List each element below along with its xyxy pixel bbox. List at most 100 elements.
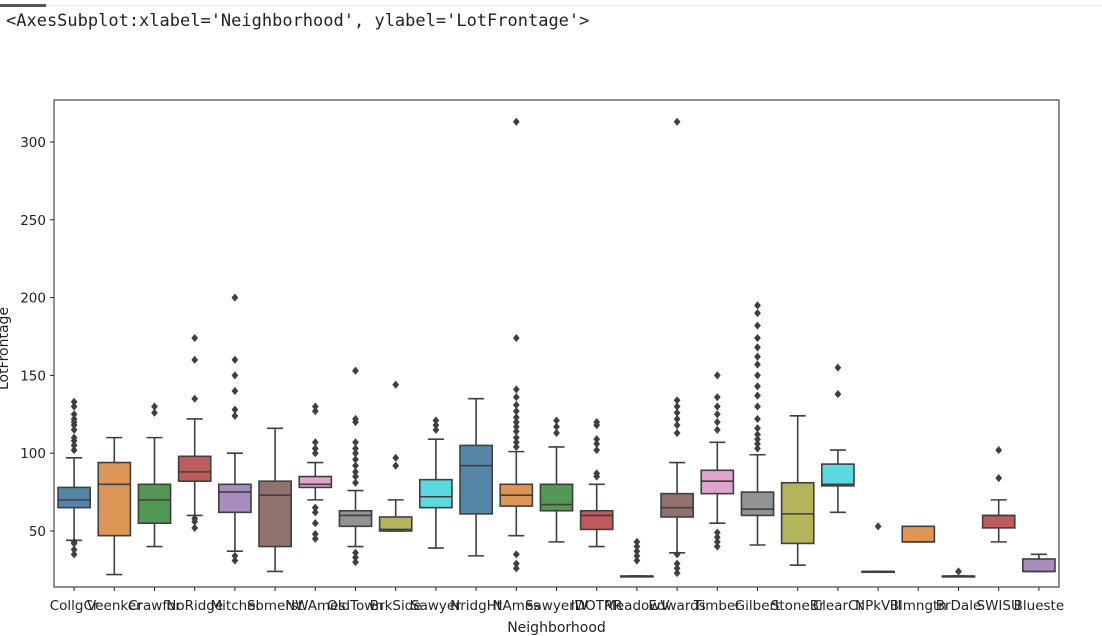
- outlier-point-collgcr: [70, 550, 78, 559]
- outlier-point-names: [512, 438, 520, 447]
- outlier-point-collgcr: [70, 433, 78, 442]
- outlier-point-nwames: [311, 534, 319, 543]
- box-mitchel: [218, 483, 252, 514]
- x-axis-label: Neighborhood: [507, 620, 606, 636]
- outlier-point-idotrr: [593, 435, 601, 444]
- outlier-point-names: [512, 559, 520, 568]
- outlier-point-nwames: [311, 402, 319, 411]
- outlier-point-sawyer: [432, 416, 440, 425]
- outlier-point-collgcr: [70, 425, 78, 434]
- x-tick-label-sawyer: Sawyer: [411, 598, 461, 614]
- outlier-point-nwames: [311, 449, 319, 458]
- outlier-point-idotrr: [593, 469, 601, 478]
- outlier-point-mitchel: [231, 411, 239, 420]
- outlier-point-gilbert: [754, 444, 761, 453]
- outlier-point-oldtown: [352, 366, 359, 375]
- outlier-point-names: [512, 550, 520, 559]
- outlier-point-gilbert: [754, 321, 761, 330]
- outlier-point-collgcr: [70, 402, 78, 411]
- outlier-point-edwards: [673, 402, 681, 411]
- box-oldtown: [338, 509, 373, 528]
- x-tick-label-collgcr: CollgCr: [50, 598, 99, 614]
- x-tick-label-crawfor: Crawfor: [128, 598, 181, 614]
- outlier-point-edwards: [673, 421, 681, 430]
- outlier-point-mitchel: [231, 293, 239, 302]
- outlier-point-timber: [713, 402, 721, 411]
- outlier-point-nwames: [311, 407, 319, 416]
- cell-top-rule: [0, 5, 1102, 6]
- outlier-point-collgcr: [70, 545, 78, 554]
- box-nwames: [298, 475, 333, 489]
- outlier-point-names: [512, 418, 520, 427]
- outlier-point-noridge: [191, 355, 199, 364]
- outlier-point-names: [512, 400, 520, 410]
- outlier-point-idotrr: [593, 439, 601, 448]
- x-tick-label-blueste: Blueste: [1014, 598, 1065, 614]
- outlier-point-idotrr: [593, 446, 601, 455]
- box-swisu: [981, 514, 1016, 529]
- outlier-point-brkside: [392, 380, 400, 389]
- outlier-point-crawfor: [151, 402, 158, 411]
- outlier-point-names: [512, 433, 520, 442]
- x-tick-label-timber: Timber: [693, 598, 742, 614]
- outlier-point-timber: [713, 371, 721, 380]
- outlier-point-names: [512, 117, 520, 126]
- x-tick-label-npkvill: NPkVill: [855, 598, 901, 614]
- box-crawfor: [137, 483, 172, 525]
- outlier-point-names: [512, 393, 520, 402]
- outlier-point-timber: [713, 425, 721, 434]
- box-sawyer: [419, 478, 453, 509]
- outlier-point-names: [512, 385, 520, 394]
- x-tick-label-meadowv: MeadowV: [604, 598, 670, 614]
- outlier-point-noridge: [191, 523, 199, 532]
- outlier-point-collgcr: [70, 537, 78, 546]
- outlier-point-sawyer: [432, 421, 440, 430]
- x-tick-label-blmngtn: Blmngtn: [890, 598, 947, 614]
- outlier-point-timber: [713, 410, 721, 419]
- outlier-point-collgcr: [70, 410, 78, 419]
- x-tick-label-clearcr: ClearCr: [813, 598, 864, 614]
- outlier-point-oldtown: [352, 444, 359, 453]
- x-tick-label-nwames: NWAmes: [285, 598, 345, 614]
- box-gilbert: [740, 491, 775, 517]
- outlier-point-edwards: [673, 117, 681, 126]
- outlier-point-gilbert: [754, 414, 761, 424]
- outlier-point-meadowv: [633, 551, 641, 560]
- outlier-point-meadowv: [633, 547, 641, 556]
- outlier-point-collgcr: [70, 441, 78, 450]
- outlier-point-oldtown: [352, 438, 359, 447]
- outlier-point-gilbert: [754, 424, 761, 433]
- outlier-point-collgcr: [70, 414, 78, 424]
- outlier-point-oldtown: [352, 472, 359, 481]
- outlier-point-sawyer: [432, 425, 440, 434]
- outlier-point-timber: [713, 542, 721, 551]
- x-tick-label-veenker: Veenker: [87, 598, 142, 614]
- outlier-point-sawyerw: [553, 422, 560, 431]
- outlier-point-nwames: [311, 438, 319, 447]
- outlier-point-oldtown: [352, 414, 359, 424]
- outlier-point-mitchel: [231, 405, 239, 414]
- outlier-point-oldtown: [352, 467, 359, 476]
- outlier-point-swisu: [995, 446, 1003, 455]
- outlier-point-nwames: [311, 503, 319, 512]
- x-tick-label-nridght: NridgHt: [450, 598, 502, 614]
- outlier-point-gilbert: [754, 439, 761, 448]
- outlier-point-swisu: [995, 474, 1003, 483]
- outlier-point-gilbert: [754, 382, 761, 391]
- outlier-point-timber: [713, 528, 721, 537]
- x-tick-label-names: NAmes: [492, 598, 540, 614]
- outlier-point-names: [512, 333, 520, 343]
- outlier-point-edwards: [673, 428, 681, 438]
- outlier-point-mitchel: [231, 371, 239, 380]
- outlier-point-oldtown: [352, 461, 359, 470]
- outlier-point-nwames: [311, 444, 319, 453]
- outlier-point-names: [512, 564, 520, 573]
- outlier-point-oldtown: [352, 548, 359, 557]
- outlier-point-timber: [713, 418, 721, 427]
- box-blmngtn: [901, 525, 936, 543]
- outlier-point-names: [512, 427, 520, 436]
- outlier-point-nwames: [311, 519, 319, 528]
- outlier-point-nwames: [311, 508, 319, 517]
- outlier-point-noridge: [191, 333, 199, 343]
- outlier-point-clearcr: [834, 389, 842, 399]
